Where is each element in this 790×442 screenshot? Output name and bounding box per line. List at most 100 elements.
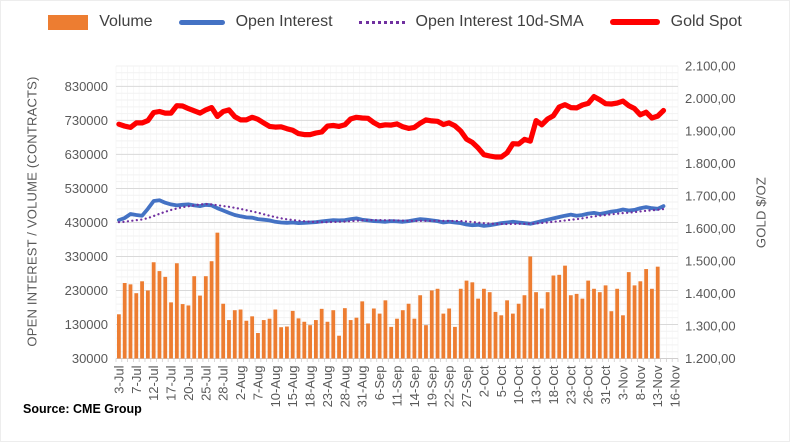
x-axis-label: 28-Jul	[216, 365, 231, 401]
volume-bar	[285, 326, 289, 359]
volume-bar	[331, 310, 336, 359]
open-interest-line	[117, 198, 666, 228]
volume-bar	[586, 280, 591, 359]
volume-bar	[510, 313, 515, 359]
vertical-gridlines	[115, 66, 679, 359]
volume-bar	[302, 321, 307, 359]
x-axis-label: 27-Sep	[459, 366, 474, 408]
volume-bar	[621, 315, 625, 359]
volume-bar	[354, 317, 359, 359]
x-axis-label: 3-Jul	[111, 365, 126, 393]
right-axis-label: 1.800,00	[685, 156, 736, 171]
volume-bar	[615, 288, 620, 359]
volume-bar	[487, 292, 492, 359]
volume-bar	[308, 325, 312, 359]
volume-bar	[180, 304, 185, 359]
chart-legend: Volume Open Interest Open Interest 10d-SMA…	[1, 13, 789, 31]
volume-bar	[528, 256, 533, 359]
volume-bar	[227, 320, 231, 359]
left-axis-label: 430000	[65, 215, 108, 230]
volume-bar	[157, 271, 162, 359]
left-axis-label: 830000	[65, 79, 108, 94]
volume-bar	[551, 275, 556, 359]
x-axis-label: 3-Nov	[615, 365, 630, 400]
volume-bar	[603, 285, 608, 359]
volume-bar	[348, 320, 353, 359]
volume-bar	[256, 332, 260, 359]
open-interest-10d-sma-line	[117, 202, 665, 226]
volume-bar	[470, 282, 475, 359]
volume-bar	[563, 265, 567, 359]
volume-bar	[232, 310, 237, 359]
x-axis-label: 18-Oct	[546, 365, 561, 404]
volume-bar	[360, 301, 365, 359]
volume-bar	[499, 315, 504, 359]
volume-bar	[441, 313, 446, 359]
volume-bar	[238, 309, 243, 359]
x-axis-label: 15-Aug	[285, 366, 300, 408]
volume-bar	[134, 293, 139, 359]
legend-item-open-interest: Open Interest	[178, 13, 333, 31]
x-axis-label: 31-Oct	[598, 365, 613, 404]
volume-bar	[545, 292, 550, 359]
volume-bar	[273, 309, 278, 359]
volume-bar	[215, 232, 220, 359]
volume-bar	[186, 305, 191, 359]
volume-bar	[493, 311, 498, 359]
volume-bar	[116, 314, 121, 359]
volume-bar	[505, 300, 509, 359]
legend-label: Open Interest	[235, 13, 333, 30]
right-axis-label: 1.700,00	[685, 189, 736, 204]
volume-bar	[644, 269, 649, 359]
volume-bar	[250, 316, 255, 359]
right-axis-label: 2.000,00	[685, 91, 736, 106]
volume-bar	[371, 308, 376, 359]
x-axis-label: 6-Sep	[372, 366, 387, 401]
volume-bar	[267, 318, 272, 359]
volume-bar	[632, 285, 637, 359]
x-axis-label: 31-Aug	[355, 366, 370, 408]
legend-item-open-interest-10d-sma: Open Interest 10d-SMA	[358, 13, 584, 31]
volume-bar	[626, 272, 631, 359]
volume-bar	[522, 295, 527, 359]
right-axis-title: GOLD $/OZ	[753, 176, 769, 249]
x-axis-label: 8-Nov	[633, 365, 648, 400]
x-axis-label: 28-Aug	[337, 366, 352, 408]
legend-label: Open Interest 10d-SMA	[415, 13, 584, 30]
volume-bar	[424, 325, 428, 359]
volume-bar	[209, 261, 214, 359]
left-axis-title: OPEN INTEREST / VOLUME (CONTRACTS)	[24, 76, 40, 347]
volume-bar	[192, 276, 197, 359]
x-axis-label: 13-Oct	[529, 365, 544, 404]
x-axis-label: 5-Oct	[494, 365, 509, 397]
x-axis-label: 2-Aug	[233, 366, 248, 401]
volume-bar	[151, 262, 156, 359]
right-axis-label: 2.100,00	[685, 59, 736, 74]
left-axis-label: 530000	[65, 181, 108, 196]
right-axis-labels: 1.200,00 1.300,00 1.400,00 1.500,00 1.600,00…	[685, 59, 736, 367]
x-axis-label: 18-Aug	[303, 366, 318, 408]
volume-bar	[400, 310, 405, 359]
volume-bar	[244, 320, 249, 359]
volume-bar	[279, 327, 284, 359]
volume-bar	[597, 292, 602, 359]
volume-bar	[296, 318, 301, 359]
x-axis-label: 23-Aug	[320, 366, 335, 408]
volume-bar	[221, 303, 226, 359]
volume-bar	[122, 282, 127, 359]
left-axis-label: 630000	[65, 147, 108, 162]
volume-bar	[406, 303, 411, 359]
volume-bar	[557, 274, 562, 359]
volume-bar	[458, 288, 463, 359]
x-axis-labels: 3-Jul 7-Jul 12-Jul 17-Jul 20-Jul 25-Jul 28-Jul…	[111, 365, 682, 407]
right-axis-label: 1.900,00	[685, 124, 736, 139]
x-axis-label: 12-Jul	[146, 365, 161, 401]
volume-bar	[261, 320, 266, 359]
volume-bar	[377, 313, 382, 359]
gold-spot-line	[116, 94, 667, 160]
volume-bars	[116, 232, 660, 359]
volume-bar	[366, 323, 370, 359]
x-axis-label: 10-Oct	[511, 365, 526, 404]
volume-bar	[319, 308, 324, 359]
legend-swatch-volume	[48, 14, 89, 30]
